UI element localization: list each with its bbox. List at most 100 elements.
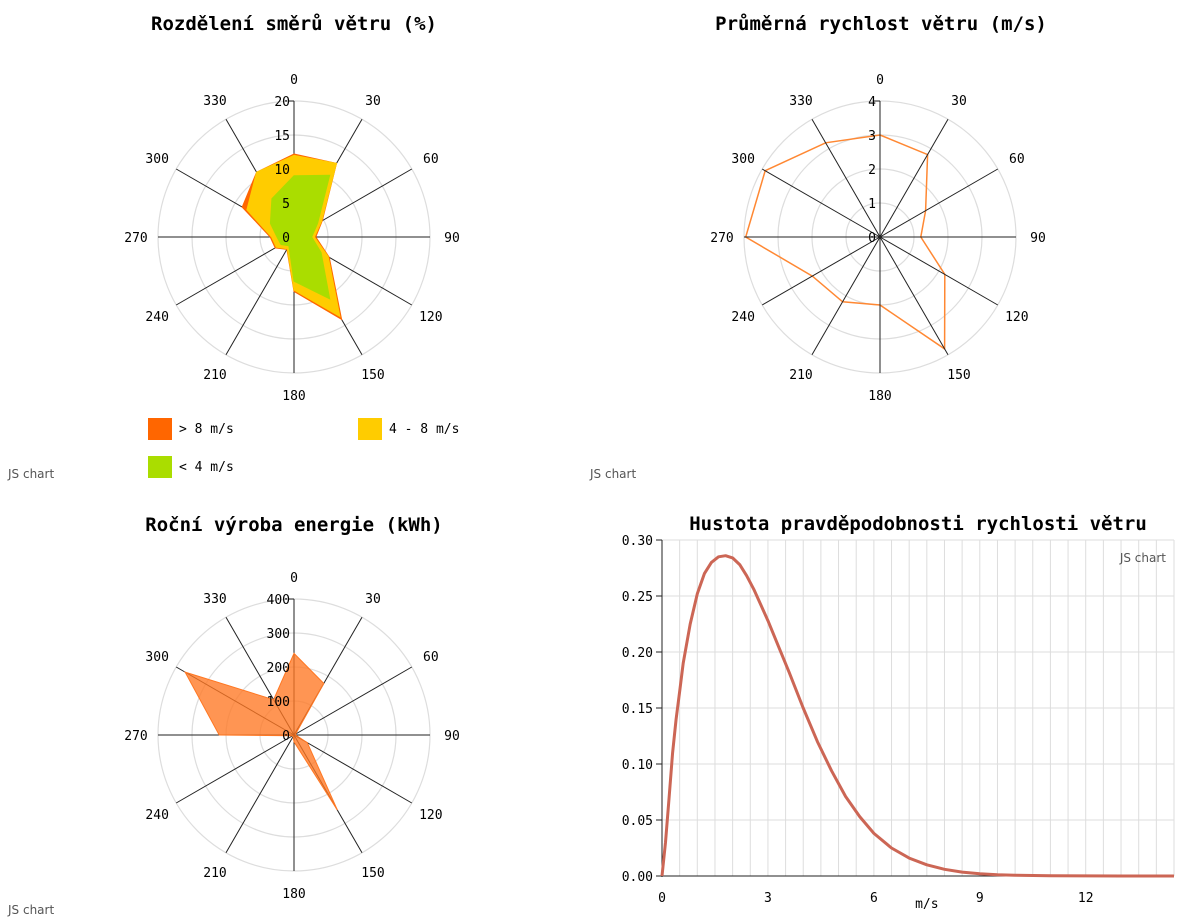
spoke <box>879 236 949 356</box>
spoke <box>761 236 881 306</box>
radial-tick-label: 20 <box>274 95 290 110</box>
angle-label: 210 <box>203 368 226 383</box>
angle-label: 30 <box>365 592 381 607</box>
angle-label: 330 <box>203 592 226 607</box>
y-tick-label: 0.00 <box>622 870 653 885</box>
x-tick-label: 3 <box>764 891 772 906</box>
y-tick-label: 0.05 <box>622 814 653 829</box>
chart-title: Roční výroba energie (kWh) <box>145 514 442 536</box>
series-area <box>269 174 331 300</box>
radial-tick-label: 0 <box>282 231 290 246</box>
radial-tick-label: 4 <box>868 95 876 110</box>
chart-title: Rozdělení směrů větru (%) <box>151 11 437 35</box>
spoke <box>225 734 295 854</box>
angle-label: 0 <box>290 571 298 586</box>
chart-title: Průměrná rychlost větru (m/s) <box>715 11 1047 35</box>
angle-label: 150 <box>361 368 384 383</box>
legend-swatch <box>148 418 172 440</box>
chart-svg: Průměrná rychlost větru (m/s)03060901201… <box>589 11 1047 481</box>
radial-tick-label: 200 <box>267 661 290 676</box>
angle-label: 150 <box>361 866 384 881</box>
angle-label: 330 <box>203 94 226 109</box>
angle-label: 0 <box>290 73 298 88</box>
chart-credit: JS chart <box>589 467 636 481</box>
angle-label: 270 <box>124 729 147 744</box>
spoke <box>293 734 413 804</box>
radial-tick-label: 0 <box>282 729 290 744</box>
radial-tick-label: 2 <box>868 163 876 178</box>
angle-label: 180 <box>282 389 305 404</box>
chart-annual-energy-production: Roční výroba energie (kWh) 0 30 60 90 120 150 1… <box>0 490 588 919</box>
angle-label: 240 <box>731 310 754 325</box>
chart-credit: JS chart <box>7 903 54 917</box>
chart-wind-direction-distribution: Rozdělení směrů větru (%) 0 30 60 90 120 150 18… <box>0 0 588 490</box>
chart-title: Hustota pravděpodobnosti rychlosti větru <box>689 513 1147 535</box>
chart-average-wind-speed: Průměrná rychlost větru (m/s) 0 30 60 90 120 1… <box>588 0 1177 490</box>
radial-tick-label: 1 <box>868 197 876 212</box>
angle-label: 60 <box>1009 152 1025 167</box>
x-tick-label: 0 <box>658 891 666 906</box>
angle-label: 90 <box>444 729 460 744</box>
radial-tick-label: 3 <box>868 129 876 144</box>
radial-tick-label: 300 <box>267 627 290 642</box>
spoke <box>175 236 295 306</box>
spoke <box>175 734 295 804</box>
angle-label: 180 <box>868 389 891 404</box>
chart-svg: Rozdělení směrů větru (%)030609012015018… <box>7 11 460 481</box>
legend-swatch <box>358 418 382 440</box>
angle-label: 210 <box>789 368 812 383</box>
y-tick-label: 0.15 <box>622 702 653 717</box>
chart-wind-speed-probability-density: 0.00 0.05 0.10 0.15 0.20 0.25 0.30 0 3 6 9 12 m/s Hus… <box>588 490 1177 919</box>
chart-credit: JS chart <box>7 467 54 481</box>
y-tick-label: 0.30 <box>622 534 653 549</box>
spoke <box>811 236 881 356</box>
series-line <box>660 554 1174 878</box>
x-tick-label: 12 <box>1078 891 1094 906</box>
angle-label: 0 <box>876 73 884 88</box>
series-line <box>744 134 946 351</box>
legend-label: 4 - 8 m/s <box>389 422 459 437</box>
radial-tick-label: 400 <box>267 593 290 608</box>
spoke <box>879 236 999 306</box>
radial-tick-label: 0 <box>868 231 876 246</box>
y-tick-label: 0.25 <box>622 590 653 605</box>
chart-credit: JS chart <box>1119 551 1166 565</box>
angle-label: 300 <box>145 152 168 167</box>
angle-label: 330 <box>789 94 812 109</box>
angle-label: 120 <box>419 310 442 325</box>
radial-tick-label: 15 <box>274 129 290 144</box>
legend-label: < 4 m/s <box>179 460 234 475</box>
spoke <box>879 118 949 238</box>
angle-label: 180 <box>282 887 305 902</box>
spoke <box>293 666 413 736</box>
angle-label: 300 <box>731 152 754 167</box>
y-tick-label: 0.10 <box>622 758 653 773</box>
angle-label: 270 <box>124 231 147 246</box>
legend-swatch <box>148 456 172 478</box>
angle-label: 30 <box>951 94 967 109</box>
chart-svg: Roční výroba energie (kWh) 0 30 60 90 120 150 1… <box>7 514 460 917</box>
spoke <box>811 118 881 238</box>
radial-tick-label: 10 <box>274 163 290 178</box>
spoke <box>225 236 295 356</box>
y-tick-label: 0.20 <box>622 646 653 661</box>
angle-label: 120 <box>1005 310 1028 325</box>
angle-label: 120 <box>419 808 442 823</box>
angle-label: 150 <box>947 368 970 383</box>
angle-label: 210 <box>203 866 226 881</box>
angle-label: 240 <box>145 808 168 823</box>
legend-label: > 8 m/s <box>179 422 234 437</box>
angle-label: 300 <box>145 650 168 665</box>
series-area <box>184 652 338 811</box>
x-axis-label: m/s <box>915 897 938 912</box>
spoke <box>879 168 999 238</box>
chart-svg: 0.00 0.05 0.10 0.15 0.20 0.25 0.30 0 3 6 9 12 m/s Hus… <box>622 513 1175 912</box>
radial-tick-label: 100 <box>267 695 290 710</box>
angle-label: 90 <box>1030 231 1046 246</box>
angle-label: 60 <box>423 152 439 167</box>
angle-label: 90 <box>444 231 460 246</box>
x-tick-label: 9 <box>976 891 984 906</box>
x-tick-label: 6 <box>870 891 878 906</box>
angle-label: 240 <box>145 310 168 325</box>
radial-tick-label: 5 <box>282 197 290 212</box>
